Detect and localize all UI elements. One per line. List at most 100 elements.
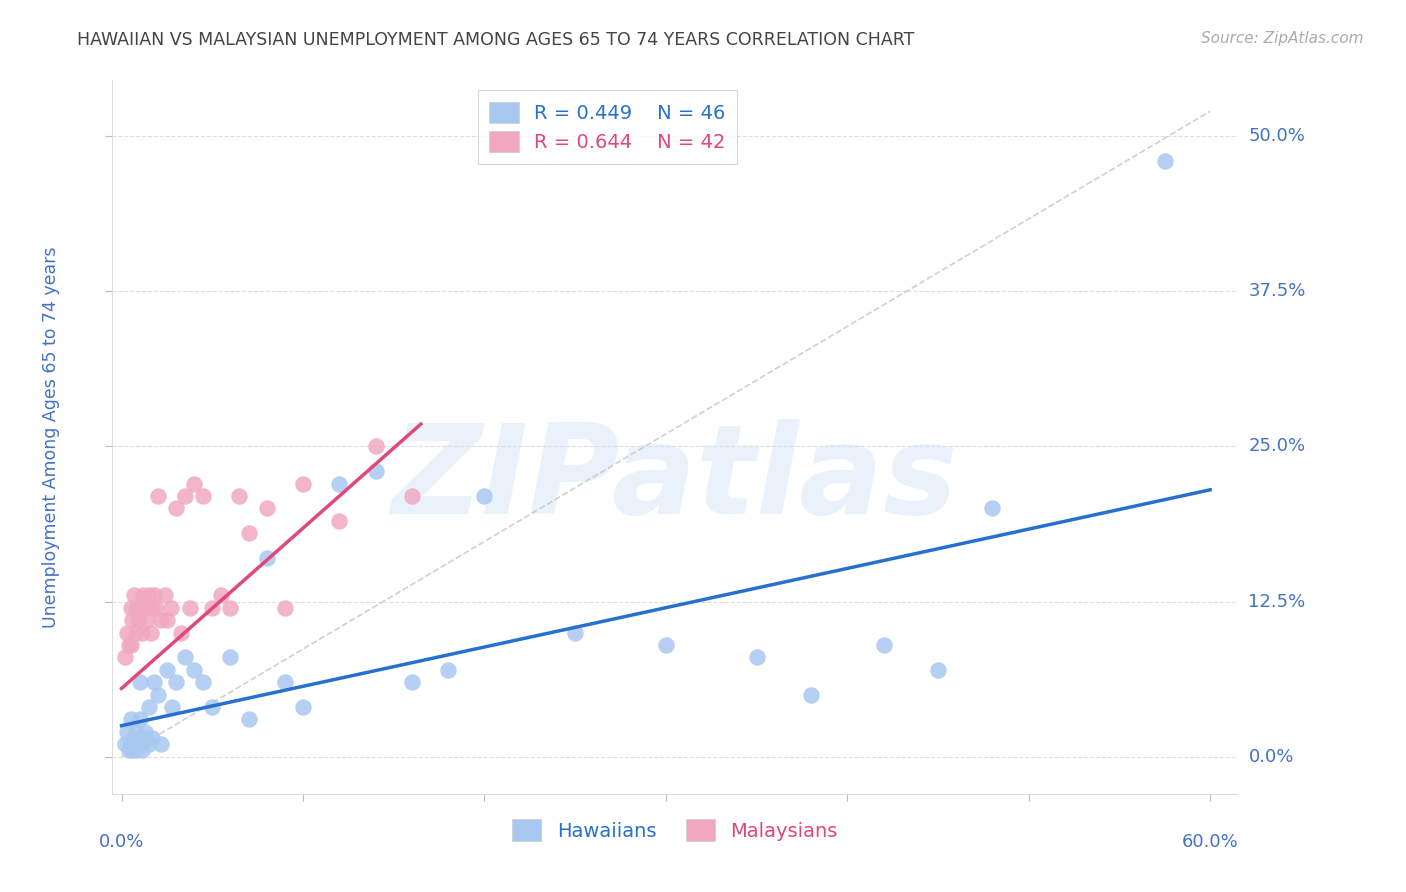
Point [401, 489, 423, 503]
Point [138, 700, 160, 714]
Point [128, 600, 150, 615]
Point [128, 713, 150, 727]
Point [156, 663, 179, 677]
Point [136, 613, 159, 627]
Text: Source: ZipAtlas.com: Source: ZipAtlas.com [1201, 31, 1364, 46]
Point [115, 625, 138, 640]
Point [800, 688, 823, 702]
Point [125, 743, 148, 757]
Point [121, 613, 143, 627]
Point [201, 700, 224, 714]
Point [143, 675, 166, 690]
Text: 12.5%: 12.5% [1249, 592, 1306, 610]
Point [118, 638, 141, 652]
Point [274, 675, 297, 690]
Point [153, 588, 176, 602]
Point [125, 625, 148, 640]
Point [165, 501, 187, 516]
Point [141, 731, 163, 745]
Point [474, 489, 496, 503]
Point [127, 613, 149, 627]
Point [328, 514, 350, 528]
Point [655, 638, 678, 652]
Point [364, 464, 387, 478]
Point [138, 588, 160, 602]
Point [125, 724, 148, 739]
Point [745, 650, 768, 665]
Point [209, 588, 232, 602]
Point [238, 526, 260, 541]
Point [162, 700, 184, 714]
Point [131, 743, 153, 757]
Point [328, 476, 350, 491]
Point [139, 625, 162, 640]
Point [150, 613, 173, 627]
Text: 0.0%: 0.0% [1249, 747, 1294, 765]
Text: Unemployment Among Ages 65 to 74 years: Unemployment Among Ages 65 to 74 years [42, 246, 59, 628]
Point [219, 600, 242, 615]
Point [146, 688, 169, 702]
Point [146, 489, 169, 503]
Point [927, 663, 949, 677]
Point [125, 600, 148, 615]
Point [134, 724, 156, 739]
Point [159, 600, 181, 615]
Point [120, 600, 142, 615]
Point [183, 663, 205, 677]
Point [256, 501, 278, 516]
Text: 50.0%: 50.0% [1249, 128, 1305, 145]
Point [143, 588, 166, 602]
Text: 60.0%: 60.0% [1181, 833, 1239, 851]
Point [193, 489, 215, 503]
Point [401, 675, 423, 690]
Point [174, 650, 197, 665]
Text: ZIPatlas: ZIPatlas [392, 419, 957, 541]
Point [183, 476, 205, 491]
Point [165, 675, 187, 690]
Point [256, 551, 278, 566]
Point [138, 737, 160, 751]
Point [981, 501, 1004, 516]
Legend: Hawaiians, Malaysians: Hawaiians, Malaysians [505, 812, 845, 848]
Text: 0.0%: 0.0% [98, 833, 145, 851]
Point [1153, 153, 1175, 168]
Point [193, 675, 215, 690]
Point [141, 600, 163, 615]
Point [170, 625, 193, 640]
Point [118, 743, 141, 757]
Point [131, 625, 153, 640]
Point [128, 675, 150, 690]
Text: 25.0%: 25.0% [1249, 437, 1306, 456]
Text: 37.5%: 37.5% [1249, 282, 1306, 301]
Text: HAWAIIAN VS MALAYSIAN UNEMPLOYMENT AMONG AGES 65 TO 74 YEARS CORRELATION CHART: HAWAIIAN VS MALAYSIAN UNEMPLOYMENT AMONG… [77, 31, 915, 49]
Point [437, 663, 460, 677]
Point [145, 600, 167, 615]
Point [115, 724, 138, 739]
Point [156, 613, 179, 627]
Point [132, 588, 155, 602]
Point [114, 650, 136, 665]
Point [238, 713, 260, 727]
Point [179, 600, 201, 615]
Point [120, 713, 142, 727]
Point [274, 600, 297, 615]
Point [121, 743, 143, 757]
Point [150, 737, 173, 751]
Point [120, 638, 142, 652]
Point [228, 489, 250, 503]
Point [122, 731, 145, 745]
Point [364, 439, 387, 453]
Point [291, 700, 314, 714]
Point [122, 588, 145, 602]
Point [201, 600, 224, 615]
Point [219, 650, 242, 665]
Point [291, 476, 314, 491]
Point [132, 731, 155, 745]
Point [872, 638, 894, 652]
Point [174, 489, 197, 503]
Point [134, 600, 156, 615]
Point [120, 737, 142, 751]
Point [564, 625, 586, 640]
Point [114, 737, 136, 751]
Point [127, 737, 149, 751]
